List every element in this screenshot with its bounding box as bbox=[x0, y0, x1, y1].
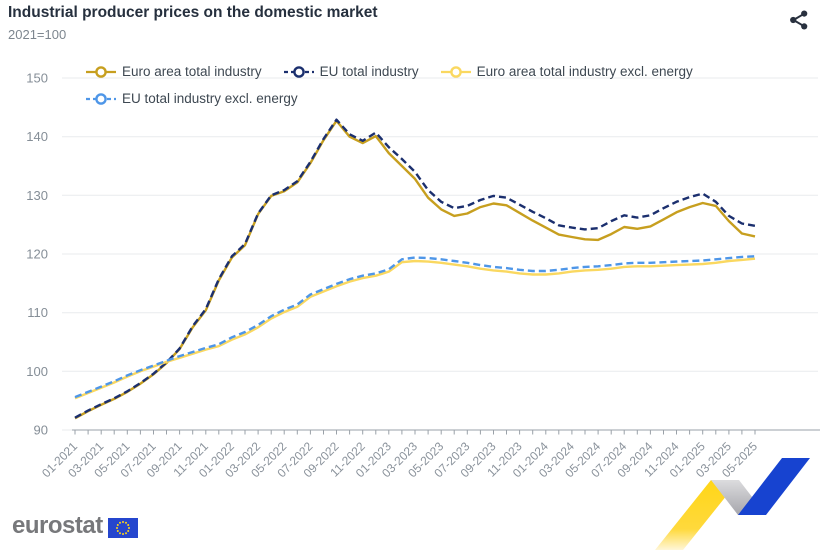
legend-marker-icon bbox=[86, 66, 116, 78]
chart-subtitle: 2021=100 bbox=[8, 27, 67, 42]
legend-label: Euro area total industry excl. energy bbox=[476, 64, 693, 79]
y-tick-label: 100 bbox=[26, 364, 48, 379]
series-euro-area-total-industry-excl-energy bbox=[74, 257, 756, 400]
series-eu-total-industry bbox=[74, 118, 756, 419]
eurostat-logo[interactable]: eurostat bbox=[12, 512, 138, 540]
y-tick-label: 130 bbox=[26, 188, 48, 203]
legend-label: Euro area total industry bbox=[122, 64, 262, 79]
y-tick-label: 140 bbox=[26, 129, 48, 144]
share-button[interactable] bbox=[787, 8, 811, 32]
legend-item-eu-total-industry-excl-energy[interactable]: EU total industry excl. energy bbox=[86, 87, 298, 111]
page-title: Industrial producer prices on the domest… bbox=[8, 4, 378, 21]
line-chart: 9010011012013014015001-202103-202105-202… bbox=[26, 71, 820, 480]
chart-legend: Euro area total industry EU total industr… bbox=[86, 60, 806, 114]
legend-marker-icon bbox=[283, 66, 314, 78]
y-tick-label: 150 bbox=[26, 71, 48, 86]
legend-item-euro-area-total-industry-excl-energy[interactable]: Euro area total industry excl. energy bbox=[440, 60, 693, 84]
y-tick-label: 90 bbox=[34, 423, 48, 438]
legend-marker-icon bbox=[440, 66, 471, 78]
legend-label: EU total industry bbox=[319, 64, 419, 79]
share-nodes-icon bbox=[790, 10, 808, 30]
eu-flag-icon bbox=[107, 518, 138, 538]
eurostat-logo-text: eurostat bbox=[12, 512, 103, 539]
legend-item-eu-total-industry[interactable]: EU total industry bbox=[283, 60, 419, 84]
legend-item-euro-area-total-industry[interactable]: Euro area total industry bbox=[86, 60, 262, 84]
y-tick-label: 120 bbox=[26, 247, 48, 262]
y-tick-label: 110 bbox=[27, 305, 48, 320]
legend-marker-icon bbox=[86, 93, 116, 105]
series-eu-total-industry-excl-energy bbox=[74, 255, 756, 399]
legend-label: EU total industry excl. energy bbox=[122, 91, 298, 106]
series-euro-area-total-industry bbox=[74, 119, 756, 420]
